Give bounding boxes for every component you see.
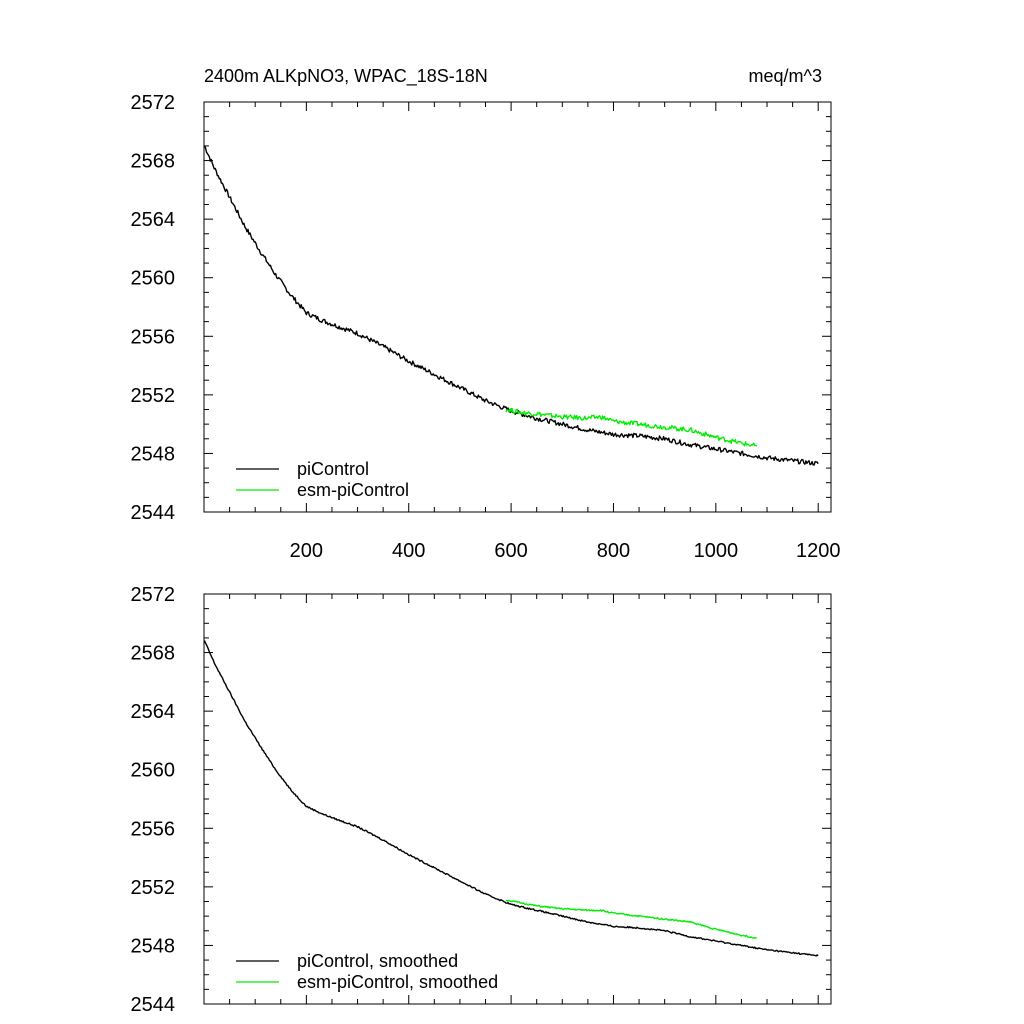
- series-group: [203, 145, 819, 466]
- x-tick-label: 1200: [796, 540, 841, 562]
- legend-label-picontrol: piControl: [297, 459, 369, 479]
- legend-label-esm-picontrol-smoothed: esm-piControl, smoothed: [297, 972, 498, 992]
- x-tick-label: 1000: [694, 540, 739, 562]
- y-tick-label: 2556: [131, 326, 176, 348]
- y-tick-label: 2572: [131, 584, 176, 606]
- y-tick-label: 2552: [131, 385, 176, 407]
- legend-label-picontrol-smoothed: piControl, smoothed: [297, 951, 458, 971]
- series-line-picontrol-smoothed: [203, 640, 819, 957]
- x-tick-label: 600: [494, 540, 527, 562]
- bottom-panel: 2544 2548 2552 2556 2560 2564 2568 2572 piContr…: [131, 584, 832, 1016]
- series-line-picontrol: [203, 145, 819, 466]
- y-tick-label: 2564: [131, 701, 176, 723]
- axis-ticks: 2544 2548 2552 2556 2560 2564 2568 2572: [131, 584, 831, 1016]
- y-tick-label: 2560: [131, 268, 176, 290]
- y-tick-label: 2568: [131, 643, 176, 665]
- y-tick-label: 2544: [131, 994, 176, 1016]
- plot-frame: [203, 101, 832, 513]
- series-group: [203, 640, 819, 957]
- y-tick-label: 2568: [131, 151, 176, 173]
- y-tick-label: 2564: [131, 209, 176, 231]
- y-tick-label: 2560: [131, 760, 176, 782]
- y-tick-label: 2548: [131, 443, 176, 465]
- x-tick-label: 200: [290, 540, 323, 562]
- x-tick-label: 800: [597, 540, 630, 562]
- y-tick-label: 2556: [131, 818, 176, 840]
- y-tick-label: 2548: [131, 935, 176, 957]
- y-tick-label: 2552: [131, 877, 176, 899]
- y-tick-label: 2572: [131, 92, 176, 114]
- axis-ticks: 2544 2548 2552 2556 2560 2564 2568 2572 200 400 60…: [131, 92, 841, 562]
- series-line-esm-picontrol-smoothed: [505, 899, 757, 939]
- top-panel: 2400m ALKpNO3, WPAC_18S-18N meq/m^3 2544…: [131, 66, 841, 562]
- series-line-esm-picontrol: [505, 407, 758, 447]
- legend: piControl esm-piControl: [236, 459, 409, 500]
- chart-title: 2400m ALKpNO3, WPAC_18S-18N: [204, 66, 488, 87]
- chart-units: meq/m^3: [749, 66, 822, 86]
- x-tick-label: 400: [392, 540, 425, 562]
- legend-label-esm-picontrol: esm-piControl: [297, 480, 409, 500]
- y-tick-label: 2544: [131, 502, 176, 524]
- legend: piControl, smoothed esm-piControl, smoot…: [236, 951, 498, 992]
